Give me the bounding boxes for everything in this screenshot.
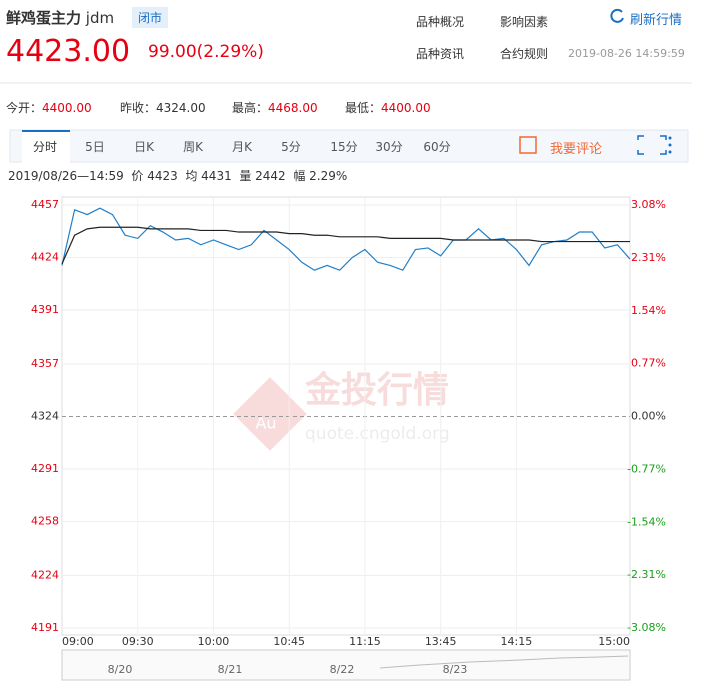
- watermark: Au 金投行情 quote.cngold.org: [233, 369, 450, 451]
- y2-tick-label: 2.31%: [631, 251, 666, 264]
- navigator-label: 8/22: [330, 663, 355, 676]
- tab[interactable]: 周K: [183, 140, 203, 154]
- info-line: 2019/08/26—14:59 价 4423 均 4431 量 2442 幅 …: [8, 169, 348, 183]
- y2-tick-label: -3.08%: [627, 621, 666, 634]
- navigator: [61, 649, 631, 681]
- y-tick-label: 4191: [31, 621, 59, 634]
- link[interactable]: 品种概况: [416, 15, 465, 29]
- series-line: [61, 226, 630, 265]
- stat-value: 4400.00: [42, 101, 92, 115]
- status-badge: 闭市: [132, 7, 169, 28]
- link[interactable]: 影响因素: [500, 15, 549, 29]
- y-tick-label: 4258: [31, 514, 59, 527]
- x-tick-label: 11:15: [349, 635, 381, 648]
- x-tick-label: 09:00: [62, 635, 94, 648]
- watermark-logo: [233, 377, 307, 451]
- navigator-label: 8/20: [108, 663, 133, 676]
- tab[interactable]: 月K: [232, 140, 252, 154]
- y-tick-label: 4391: [31, 303, 59, 316]
- watermark-logo-text: Au: [255, 414, 276, 433]
- tab[interactable]: 60分: [423, 140, 451, 154]
- y-tick-label: 4224: [31, 569, 59, 582]
- stat-label: 今开：: [6, 101, 43, 115]
- x-tick-label: 14:15: [501, 635, 533, 648]
- more-icon: [668, 136, 672, 154]
- tab[interactable]: 5日: [85, 140, 105, 154]
- stat-value: 4400.00: [381, 101, 431, 115]
- tab[interactable]: 日K: [134, 140, 154, 154]
- y-tick-label: 4357: [31, 357, 59, 370]
- navigator-label: 8/21: [218, 663, 243, 676]
- x-tick-label: 15:00: [598, 635, 630, 648]
- stat: 昨收：4324.00: [120, 99, 206, 116]
- x-tick-label: 10:00: [198, 635, 230, 648]
- y2-tick-label: -0.77%: [627, 462, 666, 475]
- fullscreen-icon: [637, 135, 667, 155]
- watermark-url: quote.cngold.org: [305, 424, 450, 444]
- y2-tick-label: -2.31%: [627, 568, 666, 581]
- y-tick-label: 4457: [31, 198, 59, 211]
- comment-button[interactable]: 我要评论: [550, 142, 603, 157]
- stat-label: 昨收：: [120, 101, 157, 115]
- y2-tick-label: 1.54%: [631, 304, 666, 317]
- refresh-icon: [610, 8, 624, 23]
- x-tick-label: 13:45: [425, 635, 457, 648]
- refresh-button[interactable]: 刷新行情: [630, 13, 683, 28]
- stat-value: 4468.00: [268, 101, 318, 115]
- x-tick-label: 09:30: [122, 635, 154, 648]
- stat-value: 4324.00: [156, 101, 206, 115]
- tab[interactable]: 分时: [32, 140, 57, 154]
- stat-label: 最高：: [232, 101, 269, 115]
- navigator-line: [379, 655, 629, 669]
- link[interactable]: 合约规则: [500, 47, 549, 61]
- y-tick-label: 4424: [31, 250, 59, 263]
- price: 4423.00: [6, 34, 131, 69]
- y-tick-label: 4291: [31, 462, 59, 475]
- comment-icon: [519, 136, 537, 154]
- stat-label: 最低：: [345, 101, 382, 115]
- quote-time: 2019-08-26 14:59:59: [568, 47, 685, 60]
- y2-tick-label: 3.08%: [631, 198, 666, 211]
- watermark-brand: 金投行情: [304, 369, 449, 411]
- navigator-label: 8/23: [443, 663, 468, 676]
- y2-tick-label: -1.54%: [627, 515, 666, 528]
- change: 99.00(2.29%): [148, 42, 264, 62]
- y2-tick-label: 0.77%: [631, 357, 666, 370]
- stat: 最低：4400.00: [345, 99, 431, 116]
- stat: 最高：4468.00: [232, 99, 318, 116]
- product-code: jdm: [85, 9, 115, 27]
- tab[interactable]: 5分: [281, 140, 301, 154]
- y2-tick-label: 0.00%: [631, 410, 666, 423]
- tab-bar: [9, 129, 689, 163]
- active-tab-bg: [22, 130, 70, 163]
- y-tick-label: 4324: [31, 410, 59, 423]
- x-tick-label: 10:45: [273, 635, 305, 648]
- product-name: 鲜鸡蛋主力: [6, 9, 82, 27]
- tab[interactable]: 30分: [375, 140, 403, 154]
- stat: 今开：4400.00: [6, 99, 92, 116]
- product: 鲜鸡蛋主力 jdm: [6, 7, 114, 28]
- series-line: [61, 207, 631, 271]
- link[interactable]: 品种资讯: [416, 47, 465, 61]
- tab[interactable]: 15分: [330, 140, 358, 154]
